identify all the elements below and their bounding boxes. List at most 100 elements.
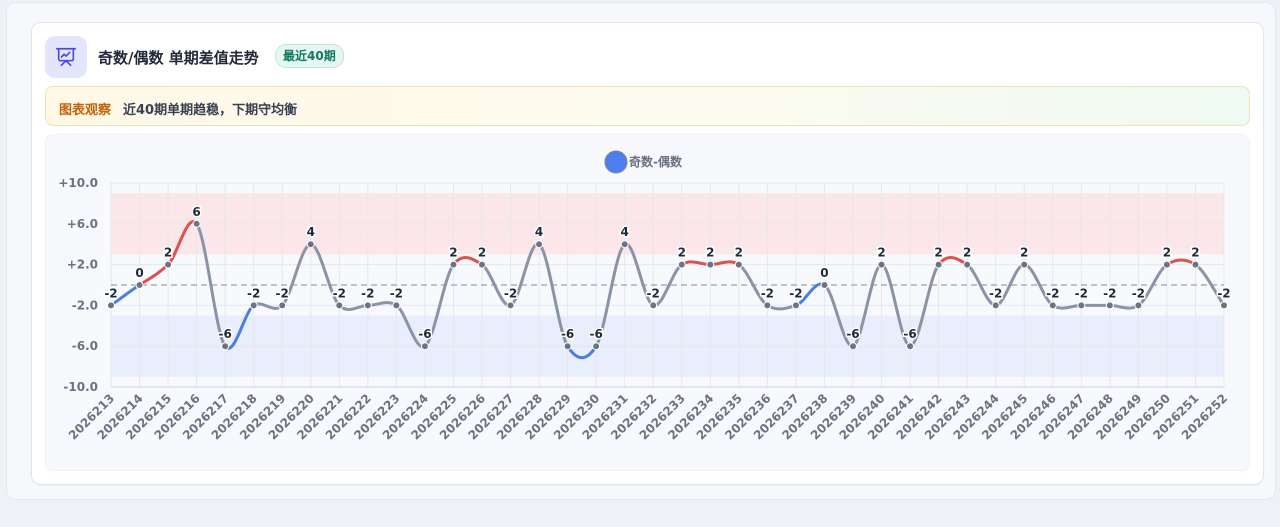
data-label: -2 bbox=[104, 286, 117, 300]
data-label: -2 bbox=[1217, 286, 1230, 300]
data-label: 2 bbox=[449, 246, 457, 260]
data-label: -6 bbox=[903, 327, 916, 341]
data-label: 2 bbox=[164, 246, 172, 260]
data-point bbox=[478, 260, 486, 269]
y-tick-label: -2.0 bbox=[72, 298, 98, 312]
legend-label: 奇数-偶数 bbox=[629, 154, 683, 169]
data-label: 2 bbox=[1191, 246, 1199, 260]
data-point bbox=[278, 301, 287, 310]
series-segment bbox=[594, 242, 627, 348]
data-label: -2 bbox=[390, 286, 403, 300]
data-label: 2 bbox=[963, 246, 971, 260]
data-label: -2 bbox=[1103, 286, 1116, 300]
chart-card: 奇数/偶数 单期差值走势 最近40期 图表观察 近40期单期趋稳，下期守均衡 +… bbox=[31, 22, 1264, 485]
data-point bbox=[791, 301, 800, 310]
data-point bbox=[192, 219, 201, 228]
y-tick-label: +10.0 bbox=[58, 176, 98, 190]
data-point bbox=[535, 240, 544, 249]
data-point bbox=[991, 301, 1000, 310]
data-label: -2 bbox=[789, 286, 802, 300]
data-point bbox=[164, 260, 173, 269]
data-point bbox=[563, 342, 572, 351]
data-label: 4 bbox=[535, 225, 543, 239]
y-tick-label: +2.0 bbox=[67, 258, 98, 272]
y-tick-label: -6.0 bbox=[72, 339, 98, 353]
y-tick-label: -10.0 bbox=[63, 380, 98, 394]
data-point bbox=[820, 281, 829, 289]
data-label: -2 bbox=[361, 286, 374, 300]
data-label: -2 bbox=[247, 286, 260, 300]
data-label: 2 bbox=[1020, 246, 1028, 260]
data-label: -2 bbox=[761, 286, 774, 300]
data-label: 4 bbox=[307, 225, 315, 239]
data-label: -6 bbox=[846, 327, 859, 341]
data-point bbox=[706, 260, 715, 269]
data-point bbox=[1020, 260, 1029, 269]
data-label: -2 bbox=[1075, 286, 1088, 300]
series-segment bbox=[252, 302, 284, 310]
data-label: 6 bbox=[192, 205, 200, 219]
series-segment bbox=[765, 303, 798, 311]
data-label: -6 bbox=[589, 327, 602, 341]
data-label: 2 bbox=[877, 246, 885, 260]
series-segment bbox=[537, 242, 570, 348]
presentation-chart-icon bbox=[45, 36, 87, 78]
series-segment bbox=[138, 263, 170, 287]
data-label: -2 bbox=[333, 286, 346, 300]
data-point bbox=[849, 342, 857, 351]
series-segment bbox=[423, 263, 455, 348]
chart-title: 奇数/偶数 单期差值走势 bbox=[98, 49, 259, 67]
y-tick-label: +6.0 bbox=[67, 217, 98, 231]
data-point bbox=[449, 260, 458, 269]
series-segment bbox=[880, 263, 912, 348]
data-point bbox=[620, 240, 629, 249]
series-segment bbox=[195, 222, 227, 348]
data-point bbox=[592, 342, 601, 351]
data-point bbox=[135, 281, 144, 289]
data-point bbox=[1077, 301, 1086, 310]
data-label: -2 bbox=[647, 286, 660, 300]
series-segment bbox=[337, 303, 370, 311]
trend-chart: +10.0 +6.0 +2.0 -2.0 -6.0 -10.0 -2 0 2 6 -6 -2 -2 4 -… bbox=[58, 150, 1232, 442]
data-point bbox=[1191, 260, 1200, 269]
data-point bbox=[221, 342, 230, 351]
range-badge: 最近40期 bbox=[275, 44, 344, 68]
series-segment bbox=[566, 344, 598, 360]
data-label: 2 bbox=[678, 246, 686, 260]
data-point bbox=[1162, 260, 1171, 269]
data-label: 2 bbox=[735, 246, 743, 260]
data-label: -2 bbox=[989, 286, 1002, 300]
data-label: 0 bbox=[135, 266, 143, 280]
data-label: -2 bbox=[1132, 286, 1145, 300]
data-point bbox=[420, 342, 429, 351]
legend-marker bbox=[604, 150, 628, 174]
data-point bbox=[1220, 301, 1228, 310]
data-label: 4 bbox=[621, 225, 629, 239]
observation-text: 近40期单期趋稳，下期守均衡 bbox=[123, 103, 298, 118]
data-point bbox=[306, 240, 315, 249]
data-point bbox=[677, 260, 686, 269]
data-point bbox=[363, 301, 372, 310]
observation-label: 图表观察 bbox=[59, 103, 112, 118]
data-point bbox=[506, 301, 515, 310]
data-label: 0 bbox=[820, 266, 828, 280]
data-point bbox=[392, 301, 401, 310]
data-label: 2 bbox=[478, 246, 486, 260]
data-point bbox=[249, 301, 258, 310]
data-point bbox=[934, 260, 943, 269]
data-point bbox=[763, 301, 772, 310]
data-label: -2 bbox=[1046, 286, 1059, 300]
data-point bbox=[1048, 301, 1057, 310]
data-label: -6 bbox=[218, 327, 231, 341]
data-label: 2 bbox=[1163, 246, 1171, 260]
data-point bbox=[1134, 301, 1143, 310]
data-point bbox=[1105, 301, 1114, 310]
data-point bbox=[877, 260, 886, 269]
data-point bbox=[734, 260, 743, 269]
data-point bbox=[649, 301, 658, 310]
series-segment bbox=[1165, 258, 1197, 267]
plot-area: +10.0 +6.0 +2.0 -2.0 -6.0 -10.0 -2 0 2 6 -6 -2 -2 4 -… bbox=[45, 134, 1250, 471]
data-point bbox=[335, 301, 344, 310]
data-label: -6 bbox=[418, 327, 431, 341]
data-label: -6 bbox=[561, 327, 574, 341]
